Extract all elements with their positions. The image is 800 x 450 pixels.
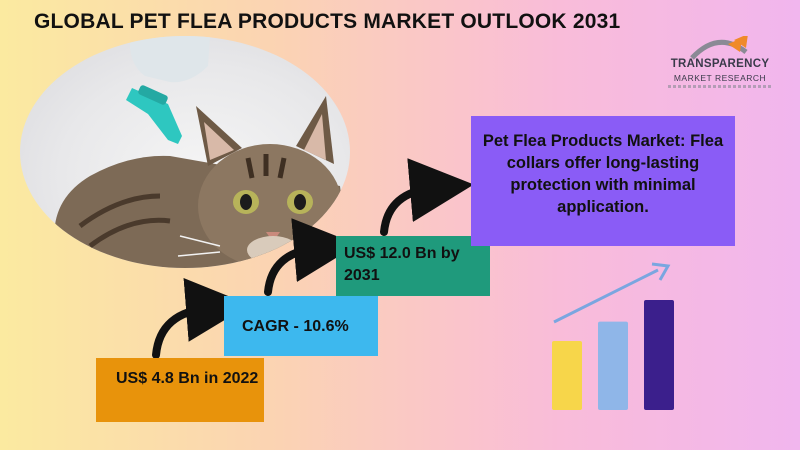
arrow-step-3 — [380, 158, 474, 236]
trend-arrowhead-icon — [651, 262, 671, 281]
logo-tagline-strip — [668, 85, 772, 88]
step-2031-value: US$ 12.0 Bn by 2031 — [336, 236, 490, 296]
market-callout: Pet Flea Products Market: Flea collars o… — [471, 116, 735, 246]
logo-line-2: MARKET RESEARCH — [673, 73, 767, 83]
step-2022-value: US$ 4.8 Bn in 2022 — [96, 358, 264, 422]
page-title: GLOBAL PET FLEA PRODUCTS MARKET OUTLOOK … — [34, 10, 621, 33]
cat-flea-treatment-photo — [20, 36, 350, 268]
step-cagr: CAGR - 10.6% — [224, 296, 378, 356]
icon-bar-2 — [598, 321, 628, 410]
logo-line-1: TRANSPARENCY — [670, 58, 770, 70]
transparency-market-research-logo: TRANSPARENCY MARKET RESEARCH — [662, 36, 774, 96]
arrow-step-1 — [152, 278, 250, 359]
icon-bar-1 — [552, 340, 582, 410]
trend-arrow-icon — [553, 268, 659, 324]
icon-bar-3 — [644, 300, 674, 410]
growth-bar-icon — [552, 262, 674, 410]
